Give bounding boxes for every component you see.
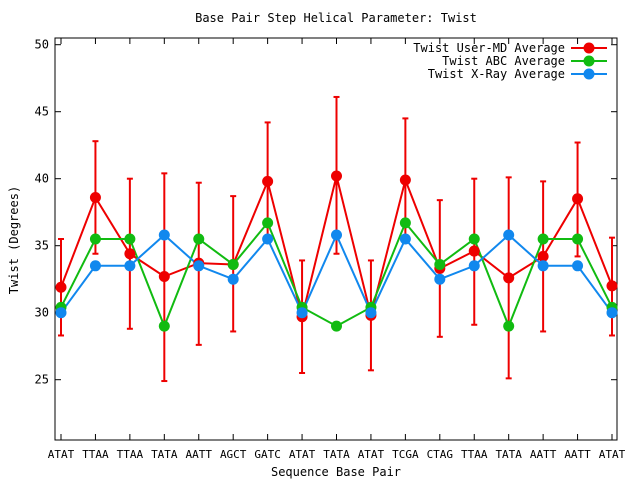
legend-label: Twist X-Ray Average [428,67,565,81]
series-1-point [468,245,480,257]
series-2-point [227,258,239,270]
series-1-point [606,280,618,292]
x-tick-label: TATA [151,448,178,461]
series-3-point [262,233,274,245]
x-tick-label: TATA [495,448,522,461]
x-tick-label: TTAA [461,448,488,461]
y-tick-label: 45 [35,105,49,119]
x-tick-label: ATAT [599,448,626,461]
series-layer [55,170,618,332]
y-tick-label: 40 [35,172,49,186]
series-3-point [331,229,342,241]
x-tick-label: ATAT [48,448,75,461]
x-tick-label: CTAG [427,448,454,461]
series-2-point [158,320,170,332]
x-tick-label: TTAA [82,448,109,461]
legend-label: Twist ABC Average [442,54,565,68]
x-tick-label: AATT [564,448,591,461]
series-1-point [55,281,67,293]
legend-marker [583,55,595,67]
series-2-point [537,233,549,245]
legend-marker [583,68,595,80]
series-3-point [468,260,480,272]
series-3-point [193,260,205,272]
y-axis: 25 30 35 40 45 50 [35,38,617,387]
series-2-point [262,217,274,229]
series-2-point [193,233,205,245]
series-2-point [124,233,136,245]
series-3-point [365,307,377,319]
x-tick-label: ATAT [358,448,385,461]
series-1-point [158,271,170,283]
series-3-point [434,273,446,285]
x-tick-label: AGCT [220,448,247,461]
series-1-point [537,250,549,262]
x-axis: ATAT TTAA TTAA TATA AATT AGCT GATC ATAT TATA ATAT… [48,38,626,461]
y-tick-label: 50 [35,38,49,52]
y-tick-label: 30 [35,306,49,320]
series-3-point [606,307,618,319]
series-2-point [468,233,480,245]
series-3-point [124,260,136,272]
series-3-point [158,229,170,241]
series-3-point [503,229,515,241]
x-tick-label: TTAA [117,448,144,461]
y-tick-label: 35 [35,239,49,253]
series-3-point [89,260,101,272]
series-2-point [399,217,411,229]
x-tick-label: AATT [530,448,557,461]
y-axis-label: Twist (Degrees) [7,186,21,294]
x-tick-label: ATAT [289,448,316,461]
series-1-point [124,248,136,260]
series-3-point [296,307,308,319]
x-tick-label: AATT [186,448,213,461]
series-2-point [572,233,584,245]
legend-marker [583,42,595,54]
x-axis-label: Sequence Base Pair [271,465,401,479]
series-1-point [399,174,411,186]
y-tick-label: 25 [35,373,49,387]
series-3-point [55,307,67,319]
x-tick-label: TATA [323,448,350,461]
series-1-point [331,170,342,182]
series-2-point [331,320,342,332]
series-3-point [399,233,411,245]
series-2-point [89,233,101,245]
series-2-point [503,320,515,332]
series-1-point [503,272,515,284]
series-2-point [434,258,446,270]
chart-title: Base Pair Step Helical Parameter: Twist [195,11,477,25]
x-tick-label: TCGA [392,448,419,461]
series-3-point [227,273,239,285]
series-1-point [572,193,584,205]
legend-label: Twist User-MD Average [413,41,565,55]
series-3-point [537,260,549,272]
series-1-point [89,191,101,203]
x-tick-label: GATC [254,448,281,461]
series-3-point [572,260,584,272]
series-1-point [262,175,274,187]
